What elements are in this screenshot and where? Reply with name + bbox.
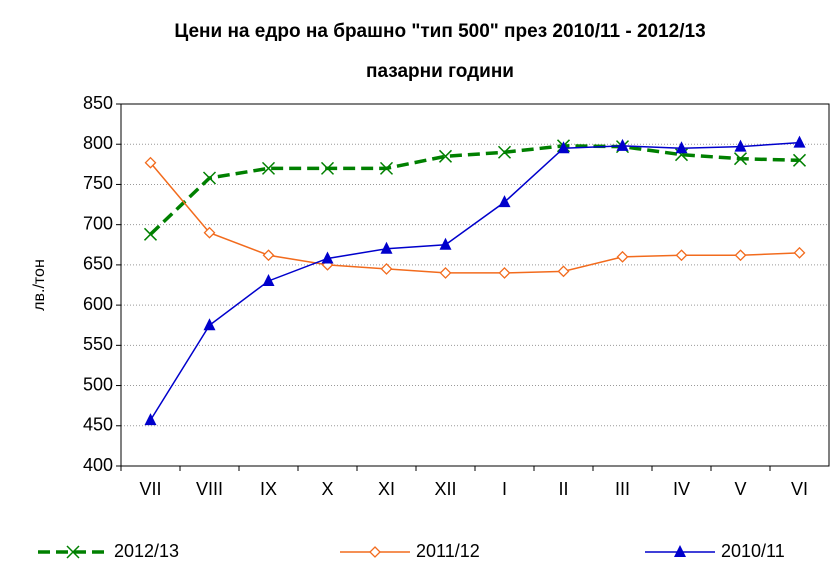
line bbox=[149, 162, 800, 274]
point bbox=[203, 226, 216, 239]
y-tick-label: 550 bbox=[83, 334, 113, 354]
point bbox=[203, 318, 216, 331]
point bbox=[438, 149, 453, 163]
y-tick-label: 650 bbox=[83, 254, 113, 274]
legend-label: 2012/13 bbox=[114, 541, 179, 561]
y-tick-label: 800 bbox=[83, 133, 113, 153]
point bbox=[498, 195, 511, 208]
y-axis-label: лв./тон bbox=[31, 259, 48, 311]
point bbox=[497, 145, 512, 159]
y-tick-label: 850 bbox=[83, 93, 113, 113]
y-tick-label: 600 bbox=[83, 294, 113, 314]
point bbox=[261, 161, 276, 175]
point bbox=[320, 161, 335, 175]
line bbox=[149, 144, 800, 236]
y-tick-label: 400 bbox=[83, 455, 113, 475]
point bbox=[202, 171, 217, 185]
x-tick-label: II bbox=[558, 479, 568, 499]
x-tick-label: IV bbox=[673, 479, 690, 499]
legend-label: 2010/11 bbox=[721, 541, 785, 561]
point bbox=[793, 246, 806, 259]
point bbox=[379, 161, 394, 175]
x-tick-label: VII bbox=[139, 479, 161, 499]
point bbox=[143, 227, 158, 241]
point bbox=[321, 251, 334, 264]
legend-marker bbox=[674, 545, 686, 557]
point bbox=[557, 141, 570, 154]
chart-title: Цени на едро на брашно "тип 500" през 20… bbox=[174, 21, 705, 42]
point bbox=[675, 249, 688, 262]
x-tick-label: V bbox=[734, 479, 746, 499]
point bbox=[262, 249, 275, 262]
y-tick-label: 700 bbox=[83, 213, 113, 233]
point bbox=[380, 262, 393, 275]
chart-title: пазарни години bbox=[366, 61, 514, 82]
y-tick-label: 450 bbox=[83, 415, 113, 435]
x-tick-label: X bbox=[321, 479, 333, 499]
point bbox=[439, 237, 452, 250]
x-tick-label: XII bbox=[434, 479, 456, 499]
x-tick-label: XI bbox=[378, 479, 395, 499]
legend-marker bbox=[369, 546, 381, 558]
x-tick-label: I bbox=[502, 479, 507, 499]
x-tick-label: VI bbox=[791, 479, 808, 499]
point bbox=[616, 250, 629, 263]
legend-marker bbox=[66, 545, 80, 559]
point bbox=[733, 152, 748, 166]
point bbox=[734, 249, 747, 262]
x-tick-label: VIII bbox=[196, 479, 223, 499]
y-tick-label: 750 bbox=[83, 173, 113, 193]
point bbox=[675, 141, 688, 154]
point bbox=[262, 273, 275, 286]
point bbox=[498, 267, 511, 279]
point bbox=[734, 139, 747, 152]
point bbox=[144, 156, 157, 169]
y-tick-label: 500 bbox=[83, 374, 113, 394]
point bbox=[557, 265, 570, 278]
point bbox=[616, 138, 629, 151]
point bbox=[792, 153, 807, 167]
point bbox=[380, 241, 393, 254]
line bbox=[149, 141, 800, 421]
x-tick-label: III bbox=[615, 479, 630, 499]
x-tick-label: IX bbox=[260, 479, 277, 499]
legend-label: 2011/12 bbox=[416, 541, 480, 561]
point bbox=[144, 413, 157, 426]
point bbox=[439, 267, 452, 279]
point bbox=[793, 135, 806, 148]
